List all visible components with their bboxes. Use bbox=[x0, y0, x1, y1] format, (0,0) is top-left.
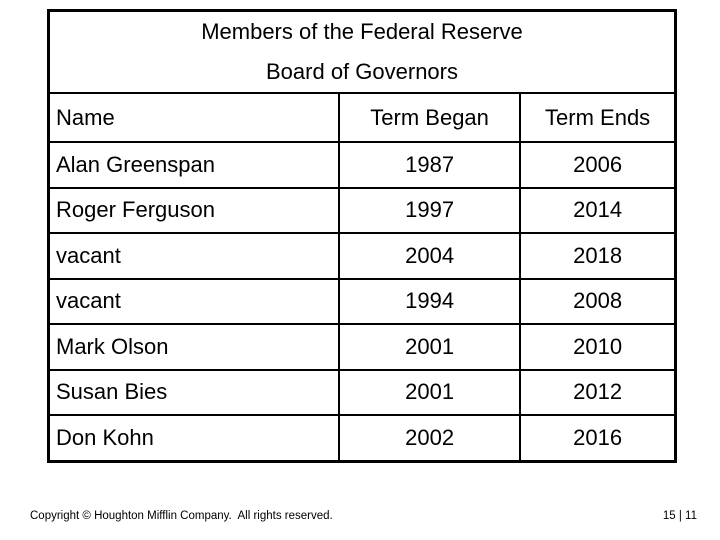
term-began-cell: 1994 bbox=[337, 277, 522, 325]
table-title-line-1: Members of the Federal Reserve bbox=[201, 19, 523, 44]
member-name-cell: Alan Greenspan bbox=[47, 141, 340, 189]
table-row: vacant 1994 2008 bbox=[47, 277, 677, 325]
term-began-cell: 2002 bbox=[337, 414, 522, 462]
governors-table: Members of the Federal Reserve Board of … bbox=[47, 9, 677, 463]
table-row: Susan Bies 2001 2012 bbox=[47, 368, 677, 416]
table-row: Alan Greenspan 1987 2006 bbox=[47, 141, 677, 189]
term-ends-cell: 2016 bbox=[519, 414, 677, 462]
member-name-cell: vacant bbox=[47, 277, 340, 325]
table-title-line-2: Board of Governors bbox=[266, 59, 458, 84]
table-row: vacant 2004 2018 bbox=[47, 232, 677, 280]
term-began-cell: 2001 bbox=[337, 368, 522, 416]
term-began-cell: 1997 bbox=[337, 186, 522, 234]
member-name-cell: Mark Olson bbox=[47, 323, 340, 371]
member-name-cell: Don Kohn bbox=[47, 414, 340, 462]
member-name-cell: Roger Ferguson bbox=[47, 186, 340, 234]
copyright-notice: Copyright © Houghton Mifflin Company. Al… bbox=[30, 510, 333, 522]
term-ends-cell: 2018 bbox=[519, 232, 677, 280]
table-body: Alan Greenspan 1987 2006 Roger Ferguson 1997… bbox=[47, 141, 677, 462]
term-began-cell: 2001 bbox=[337, 323, 522, 371]
table-row: Don Kohn 2002 2016 bbox=[47, 414, 677, 462]
column-header-name: Name bbox=[47, 92, 340, 143]
column-header-term-began: Term Began bbox=[337, 92, 522, 143]
term-ends-cell: 2008 bbox=[519, 277, 677, 325]
table-row: Roger Ferguson 1997 2014 bbox=[47, 186, 677, 234]
term-ends-cell: 2014 bbox=[519, 186, 677, 234]
table-header-row: Name Term Began Term Ends bbox=[47, 92, 677, 143]
table-title: Members of the Federal Reserve Board of … bbox=[47, 9, 677, 94]
term-began-cell: 1987 bbox=[337, 141, 522, 189]
table-title-row: Members of the Federal Reserve Board of … bbox=[47, 9, 677, 94]
term-ends-cell: 2010 bbox=[519, 323, 677, 371]
member-name-cell: vacant bbox=[47, 232, 340, 280]
term-began-cell: 2004 bbox=[337, 232, 522, 280]
column-header-term-ends: Term Ends bbox=[519, 92, 677, 143]
term-ends-cell: 2006 bbox=[519, 141, 677, 189]
page-number: 15 | 11 bbox=[662, 510, 697, 522]
table-row: Mark Olson 2001 2010 bbox=[47, 323, 677, 371]
term-ends-cell: 2012 bbox=[519, 368, 677, 416]
member-name-cell: Susan Bies bbox=[47, 368, 340, 416]
